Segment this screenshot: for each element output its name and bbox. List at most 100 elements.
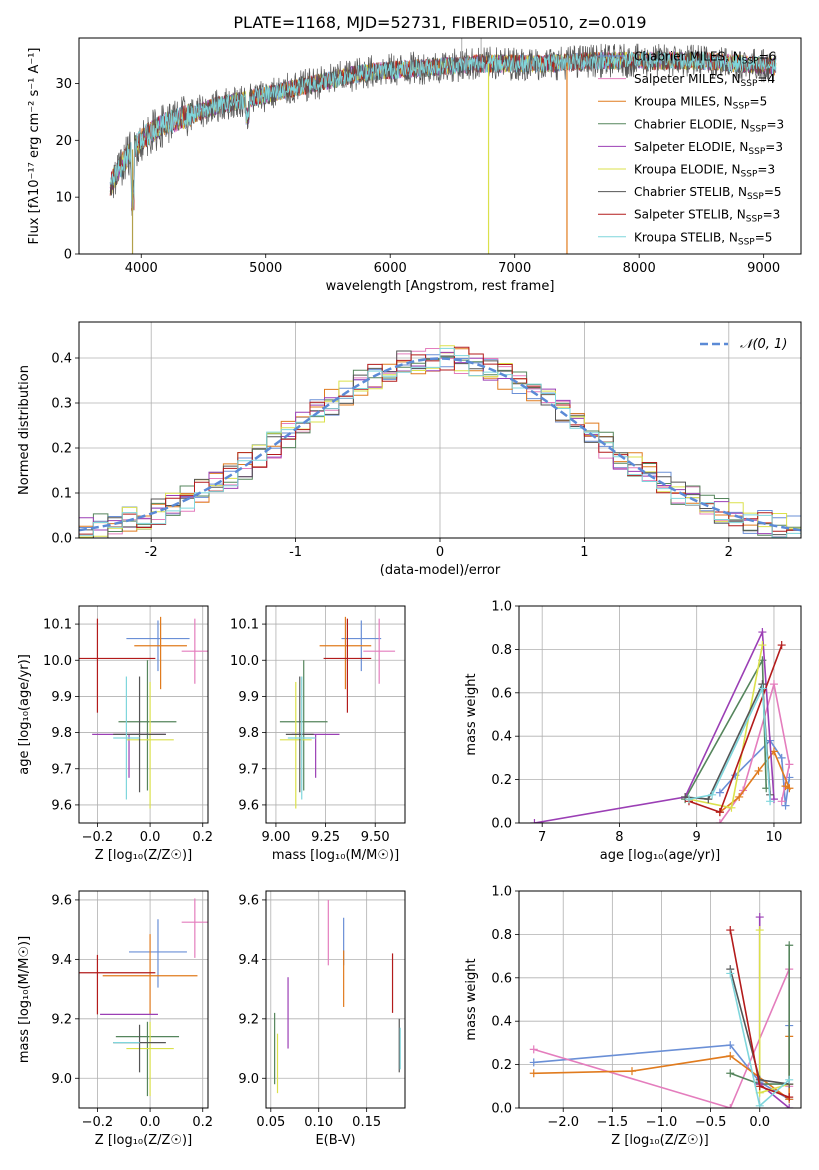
legend-value: =3: [763, 208, 781, 222]
errorbar-point: [113, 676, 140, 800]
legend-text: Kroupa MILES, N: [634, 95, 733, 109]
plot-area: [79, 898, 208, 1097]
weight-marker: [529, 1045, 538, 1054]
legend-subscript: SSP: [741, 170, 758, 180]
errorbar-point: [323, 618, 372, 713]
weight-marker: [715, 808, 724, 817]
weight-marker: [684, 795, 693, 804]
weight-marker: [785, 760, 794, 769]
y-axis-label: mass weight: [464, 673, 479, 755]
plot-area: [530, 628, 794, 823]
x-tick-label: 0.15: [352, 1115, 381, 1130]
x-tick-label: 8: [615, 830, 623, 845]
legend-text: Salpeter ELODIE, N: [634, 140, 748, 154]
y-tick-label: 9.9: [51, 690, 72, 705]
weight-marker: [726, 1051, 735, 1060]
legend-text: Chabrier STELIB, N: [634, 185, 747, 199]
legend-value: =6: [759, 50, 777, 64]
y-tick-label: 9.8: [238, 726, 259, 741]
y-tick-label: 0.3: [51, 397, 72, 412]
y-tick-label: 0.4: [491, 1015, 512, 1030]
y-tick-label: 0.0: [491, 817, 512, 832]
errorbar-point: [319, 616, 372, 690]
x-tick-label: −1.0: [646, 1115, 678, 1130]
y-tick-label: 10.0: [43, 654, 72, 669]
weight-marker: [755, 913, 764, 922]
y-tick-label: 0.2: [491, 773, 512, 788]
legend-value: =3: [765, 140, 783, 154]
weight-marker: [755, 926, 764, 935]
x-axis-label: wavelength [Angstrom, rest frame]: [326, 279, 555, 294]
plot-area: [529, 913, 794, 1108]
x-tick-label: 10: [766, 830, 783, 845]
y-tick-label: 0.4: [491, 730, 512, 745]
x-tick-label: 9.00: [261, 830, 290, 845]
gaussian-curve: [79, 357, 801, 532]
y-tick-label: 9.7: [51, 762, 72, 777]
histogram-kroupa_stelib: [79, 347, 801, 538]
errorbar-point: [287, 676, 316, 800]
panel-age_vs_Z: −0.2 0.0 0.2 9.6 9.7 9.8 9.9 10.0 10.1 Z [log₁₀(Z…: [17, 605, 213, 863]
weight-marker: [754, 766, 763, 775]
weight-marker: [769, 680, 778, 689]
weight-marker: [726, 1041, 735, 1050]
grid: [266, 891, 405, 1108]
weight-marker: [726, 926, 735, 935]
weight-marker: [785, 1104, 794, 1108]
panels: 4000 5000 6000 7000 8000 90000102030wavelengt…: [17, 37, 802, 1148]
legend-subscript: SSP: [733, 102, 750, 112]
legend-subscript: SSP: [746, 215, 763, 225]
errorbar-point: [126, 1021, 174, 1097]
x-tick-label: 0: [436, 545, 444, 560]
legend-value: =3: [757, 163, 775, 177]
figure-title: PLATE=1168, MJD=52731, FIBERID=0510, z=0…: [233, 13, 646, 32]
x-axis-label: E(B-V): [315, 1133, 355, 1148]
y-axis-label: mass weight: [464, 958, 479, 1040]
legend-text: Kroupa ELODIE, N: [634, 163, 741, 177]
legend-text: Salpeter STELIB, N: [634, 208, 746, 222]
y-tick-label: 9.6: [238, 893, 259, 908]
weight-marker: [529, 1069, 538, 1078]
x-tick-label: 0.0: [749, 1115, 770, 1130]
x-tick-label: 7000: [498, 261, 531, 276]
y-tick-label: 9.8: [51, 726, 72, 741]
panel-mass_vs_Z: −0.2 0.0 0.2 9.0 9.2 9.4 9.6 Z [log₁₀(Z/Z☉)] mas…: [17, 890, 213, 1148]
y-tick-label: 1.0: [491, 600, 512, 615]
x-tick-label: −2.0: [547, 1115, 579, 1130]
legend-subscript: SSP: [741, 79, 758, 89]
plot-area: [279, 616, 396, 809]
x-axis-label: Z [log₁₀(Z/Z☉)]: [611, 1133, 708, 1148]
y-tick-label: 10.0: [230, 654, 259, 669]
y-tick-label: 0.0: [491, 1102, 512, 1117]
axes-frame: [518, 605, 802, 824]
errorbar-point: [113, 676, 166, 793]
legend-label: Salpeter ELODIE, NSSP=3: [634, 140, 783, 157]
panel-weight_vs_age: 7 8 9 10 0.0 0.2 0.4 0.6 0.8 1.0 age [log₁₀(age/yr…: [464, 600, 802, 863]
y-tick-label: 9.6: [51, 798, 72, 813]
weight-marker: [785, 941, 794, 950]
legend-text: Chabrier ELODIE, N: [634, 117, 750, 131]
weight-marker: [727, 803, 736, 812]
weight-marker: [530, 819, 539, 823]
legend-label: Kroupa MILES, NSSP=5: [634, 95, 767, 112]
weight-marker: [785, 1075, 794, 1084]
legend-subscript: SSP: [748, 147, 765, 157]
x-tick-label: 0.10: [304, 1115, 333, 1130]
y-tick-label: 20: [55, 134, 72, 149]
legend-label: Chabrier STELIB, NSSP=5: [634, 185, 782, 202]
y-tick-label: 10.1: [43, 618, 72, 633]
y-tick-label: 0.2: [51, 442, 72, 457]
x-axis-label: age [log₁₀(age/yr)]: [600, 848, 721, 863]
x-tick-label: −0.5: [695, 1115, 727, 1130]
y-tick-label: 9.4: [51, 953, 72, 968]
weight-marker: [735, 792, 744, 801]
x-tick-label: 9: [693, 830, 701, 845]
legend-text: Salpeter MILES, N: [634, 72, 741, 86]
weight-line: [730, 945, 790, 1085]
y-tick-label: 0.8: [491, 643, 512, 658]
y-tick-label: 0: [64, 248, 72, 263]
legend-subscript: SSP: [742, 57, 759, 67]
legend-label: Kroupa ELODIE, NSSP=3: [634, 163, 775, 180]
